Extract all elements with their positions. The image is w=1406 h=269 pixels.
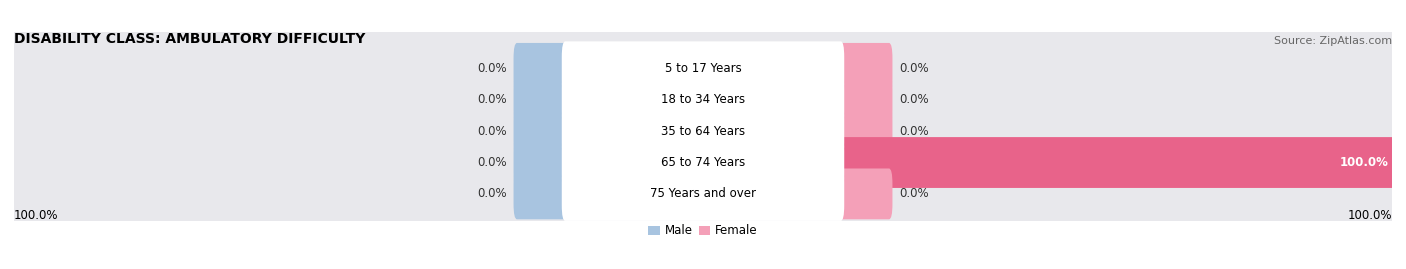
FancyBboxPatch shape — [562, 104, 844, 158]
FancyBboxPatch shape — [8, 155, 1398, 232]
FancyBboxPatch shape — [562, 136, 844, 189]
FancyBboxPatch shape — [513, 168, 568, 219]
Text: 0.0%: 0.0% — [477, 93, 506, 106]
FancyBboxPatch shape — [8, 61, 1398, 138]
FancyBboxPatch shape — [562, 73, 844, 127]
Legend: Male, Female: Male, Female — [648, 224, 758, 237]
Text: Source: ZipAtlas.com: Source: ZipAtlas.com — [1274, 36, 1392, 46]
FancyBboxPatch shape — [838, 168, 893, 219]
FancyBboxPatch shape — [562, 41, 844, 95]
Text: 0.0%: 0.0% — [900, 125, 929, 138]
Text: DISABILITY CLASS: AMBULATORY DIFFICULTY: DISABILITY CLASS: AMBULATORY DIFFICULTY — [14, 32, 366, 46]
Text: 0.0%: 0.0% — [900, 93, 929, 106]
Text: 100.0%: 100.0% — [1340, 156, 1389, 169]
FancyBboxPatch shape — [838, 74, 893, 125]
FancyBboxPatch shape — [513, 43, 568, 94]
Text: 18 to 34 Years: 18 to 34 Years — [661, 93, 745, 106]
Text: 0.0%: 0.0% — [477, 125, 506, 138]
FancyBboxPatch shape — [838, 106, 893, 157]
FancyBboxPatch shape — [8, 124, 1398, 201]
Text: 0.0%: 0.0% — [477, 156, 506, 169]
Text: 75 Years and over: 75 Years and over — [650, 187, 756, 200]
Text: 0.0%: 0.0% — [477, 62, 506, 75]
Text: 35 to 64 Years: 35 to 64 Years — [661, 125, 745, 138]
Text: 5 to 17 Years: 5 to 17 Years — [665, 62, 741, 75]
FancyBboxPatch shape — [513, 74, 568, 125]
FancyBboxPatch shape — [8, 30, 1398, 107]
FancyBboxPatch shape — [838, 43, 893, 94]
Text: 100.0%: 100.0% — [14, 209, 59, 222]
Text: 0.0%: 0.0% — [477, 187, 506, 200]
FancyBboxPatch shape — [8, 93, 1398, 169]
FancyBboxPatch shape — [838, 137, 1395, 188]
Text: 65 to 74 Years: 65 to 74 Years — [661, 156, 745, 169]
Text: 0.0%: 0.0% — [900, 187, 929, 200]
Text: 0.0%: 0.0% — [900, 62, 929, 75]
FancyBboxPatch shape — [562, 167, 844, 221]
Text: 100.0%: 100.0% — [1347, 209, 1392, 222]
FancyBboxPatch shape — [513, 106, 568, 157]
FancyBboxPatch shape — [513, 137, 568, 188]
